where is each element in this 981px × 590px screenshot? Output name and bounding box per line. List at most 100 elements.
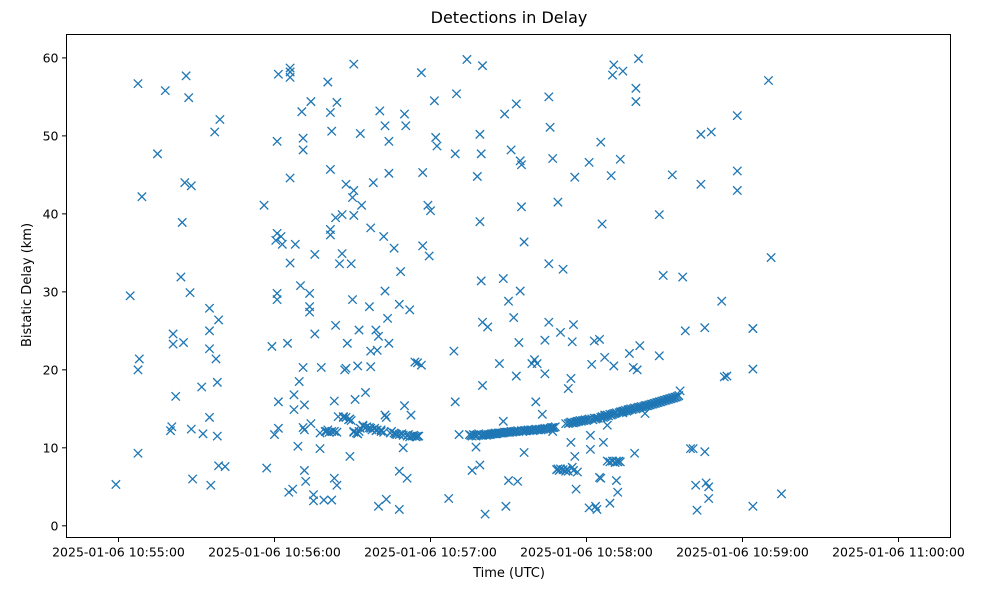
data-point	[640, 408, 650, 419]
data-point	[354, 325, 364, 335]
data-point	[289, 390, 299, 400]
data-point	[696, 129, 706, 139]
data-point	[596, 137, 606, 147]
x-tick-label: 2025-01-06 10:56:00	[208, 545, 341, 560]
data-point	[315, 443, 325, 454]
data-point	[476, 149, 486, 159]
data-point	[212, 377, 222, 387]
data-point	[416, 68, 427, 78]
data-point	[605, 498, 615, 508]
data-point	[285, 63, 295, 73]
data-point	[373, 501, 384, 511]
y-tick-label: 60	[43, 50, 59, 65]
data-point	[451, 89, 462, 99]
plot-frame	[66, 34, 951, 538]
data-point	[379, 231, 389, 242]
data-point	[310, 249, 320, 260]
data-point	[349, 59, 359, 69]
data-point	[160, 85, 170, 96]
data-point	[186, 181, 196, 191]
data-point	[325, 164, 336, 175]
data-point	[134, 354, 144, 364]
data-point	[477, 61, 488, 71]
data-point	[498, 273, 508, 284]
data-point	[329, 426, 339, 437]
data-point	[350, 394, 360, 405]
data-point	[631, 83, 641, 93]
data-point	[450, 397, 460, 407]
data-point	[675, 386, 685, 396]
data-point	[187, 474, 198, 484]
data-point	[480, 509, 490, 519]
data-point	[615, 457, 625, 467]
x-tick-label: 2025-01-06 11:00:00	[832, 545, 965, 560]
data-point	[678, 272, 688, 282]
data-point	[531, 397, 541, 407]
data-point	[472, 171, 482, 182]
data-point	[629, 448, 640, 458]
data-point	[692, 505, 702, 515]
data-point	[366, 362, 376, 372]
data-point	[355, 128, 365, 139]
data-point	[748, 501, 758, 511]
data-point	[299, 400, 310, 410]
data-point	[329, 473, 339, 483]
data-point	[349, 210, 359, 221]
data-point	[540, 369, 550, 379]
chart-title: Detections in Delay	[431, 8, 588, 27]
y-tick-label: 40	[43, 206, 59, 221]
data-point	[289, 404, 299, 415]
data-point	[272, 288, 282, 299]
data-point	[609, 361, 619, 371]
data-point	[425, 206, 436, 216]
data-point	[471, 442, 481, 452]
data-point	[566, 373, 576, 384]
data-point	[537, 409, 547, 419]
data-point	[732, 110, 742, 121]
data-point	[168, 329, 178, 339]
data-point	[262, 463, 272, 473]
data-point	[501, 501, 511, 511]
data-point	[316, 362, 326, 373]
y-tick-label: 10	[43, 440, 59, 455]
x-tick-label: 2025-01-06 10:59:00	[676, 545, 809, 560]
data-point	[467, 465, 477, 476]
data-point	[297, 107, 307, 117]
data-point	[414, 431, 424, 441]
data-point	[613, 487, 623, 497]
data-point	[635, 340, 645, 351]
data-point	[353, 361, 363, 371]
data-point	[341, 363, 351, 373]
data-point	[418, 167, 428, 178]
data-point	[290, 239, 300, 249]
data-point	[561, 466, 571, 476]
data-point	[181, 71, 191, 81]
data-point	[567, 337, 577, 347]
data-point	[327, 495, 337, 505]
data-point	[691, 480, 701, 490]
data-point	[269, 429, 280, 440]
data-point	[380, 121, 390, 131]
data-point	[602, 420, 612, 430]
data-point	[349, 185, 359, 196]
data-point	[364, 302, 375, 312]
data-point	[220, 461, 230, 472]
data-point	[512, 476, 523, 487]
data-point	[259, 200, 269, 210]
data-point	[298, 422, 308, 433]
y-tick-label: 30	[43, 284, 59, 299]
data-point	[267, 341, 277, 352]
data-point	[273, 69, 284, 79]
data-point	[168, 339, 178, 349]
y-tick-label: 20	[43, 362, 59, 377]
data-point	[346, 259, 356, 269]
data-point	[332, 97, 342, 108]
data-point	[511, 371, 521, 381]
data-point	[184, 93, 194, 103]
data-point	[406, 410, 416, 420]
data-point	[418, 241, 428, 251]
data-point	[325, 107, 336, 118]
data-point	[633, 54, 644, 64]
data-point	[298, 362, 308, 373]
